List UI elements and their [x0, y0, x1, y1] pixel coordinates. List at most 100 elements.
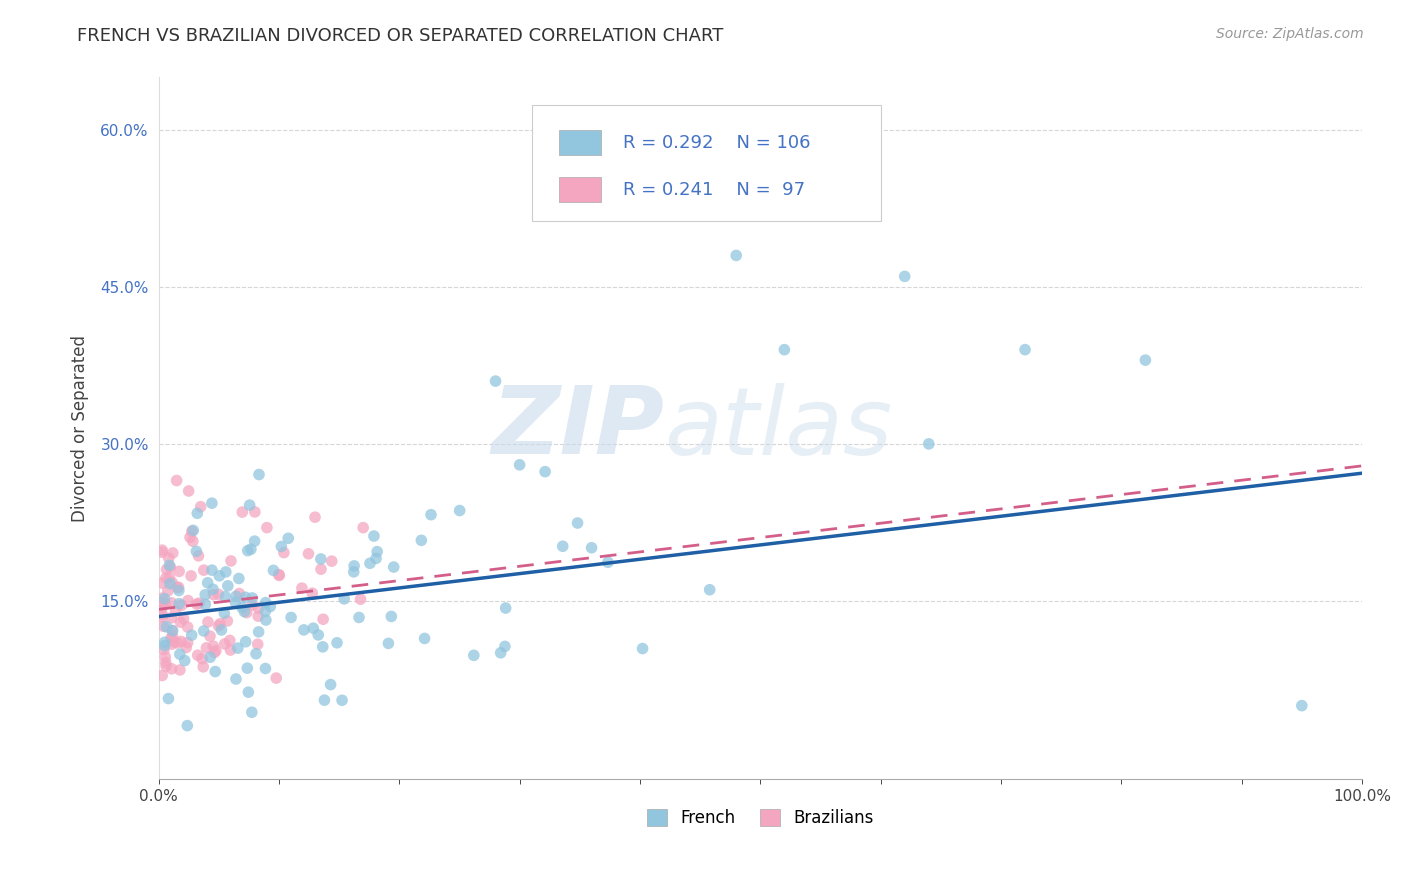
Point: [181, 524, 204, 538]
Point: [155, 656, 177, 670]
Point: [211, 623, 233, 637]
Point: [155, 620, 177, 634]
Point: [333, 591, 356, 606]
Point: [170, 599, 193, 613]
Point: [186, 506, 208, 520]
Text: Source: ZipAtlas.com: Source: ZipAtlas.com: [1216, 27, 1364, 41]
Point: [207, 619, 229, 633]
Point: [773, 343, 796, 357]
Point: [176, 718, 198, 732]
Point: [321, 554, 343, 568]
Point: [280, 610, 302, 624]
Point: [152, 619, 174, 633]
Point: [236, 661, 259, 675]
Point: [190, 500, 212, 514]
Point: [193, 660, 215, 674]
Point: [581, 541, 603, 555]
Point: [235, 606, 257, 620]
Point: [254, 613, 277, 627]
Text: R = 0.292    N = 106: R = 0.292 N = 106: [623, 134, 811, 152]
Bar: [560, 130, 602, 155]
Point: [153, 591, 176, 606]
Point: [187, 549, 209, 563]
Point: [534, 465, 557, 479]
Point: [179, 530, 201, 544]
Point: [262, 563, 284, 577]
Point: [413, 632, 436, 646]
Point: [366, 544, 388, 558]
Point: [243, 534, 266, 549]
Point: [235, 634, 257, 648]
Text: R = 0.241    N =  97: R = 0.241 N = 97: [623, 181, 806, 199]
Point: [363, 529, 385, 543]
Bar: [560, 178, 602, 202]
Point: [449, 503, 471, 517]
Point: [202, 646, 225, 660]
Point: [162, 629, 184, 643]
Point: [167, 597, 190, 611]
Point: [150, 545, 173, 559]
Point: [420, 508, 443, 522]
Point: [186, 544, 208, 558]
Point: [167, 583, 190, 598]
Point: [349, 592, 371, 607]
Point: [150, 543, 173, 558]
Point: [301, 586, 323, 600]
Point: [150, 595, 173, 609]
Point: [494, 640, 516, 654]
Point: [238, 685, 260, 699]
Point: [204, 644, 226, 658]
Point: [187, 648, 209, 663]
Point: [226, 641, 249, 656]
Point: [209, 616, 232, 631]
Point: [198, 650, 221, 665]
Point: [312, 640, 335, 654]
Point: [160, 631, 183, 645]
Point: [246, 637, 269, 651]
Point: [202, 639, 225, 653]
Point: [893, 269, 915, 284]
Point: [596, 555, 619, 569]
Point: [214, 606, 236, 620]
FancyBboxPatch shape: [531, 105, 880, 221]
Point: [319, 677, 342, 691]
Point: [208, 569, 231, 583]
Point: [567, 516, 589, 530]
Text: ZIP: ZIP: [491, 382, 664, 475]
Point: [463, 648, 485, 663]
Text: atlas: atlas: [664, 383, 893, 474]
Point: [270, 540, 292, 554]
Point: [592, 186, 614, 200]
Point: [225, 590, 247, 604]
Point: [153, 642, 176, 657]
Point: [240, 598, 263, 612]
Point: [165, 603, 187, 617]
Point: [725, 248, 748, 262]
Point: [176, 635, 198, 649]
Point: [160, 624, 183, 638]
Point: [214, 637, 236, 651]
Point: [198, 629, 221, 643]
Point: [297, 547, 319, 561]
Point: [191, 652, 214, 666]
Point: [495, 601, 517, 615]
Point: [309, 552, 332, 566]
Point: [174, 640, 197, 655]
Point: [273, 546, 295, 560]
Point: [157, 691, 180, 706]
Point: [201, 563, 224, 577]
Point: [218, 633, 240, 648]
Point: [224, 595, 246, 609]
Point: [247, 467, 270, 482]
Point: [309, 562, 332, 576]
Point: [166, 474, 188, 488]
Point: [162, 546, 184, 560]
Point: [176, 620, 198, 634]
Point: [170, 634, 193, 648]
Point: [173, 654, 195, 668]
Point: [166, 636, 188, 650]
Point: [267, 567, 290, 582]
Point: [197, 615, 219, 629]
Point: [359, 557, 381, 571]
Point: [411, 533, 433, 548]
